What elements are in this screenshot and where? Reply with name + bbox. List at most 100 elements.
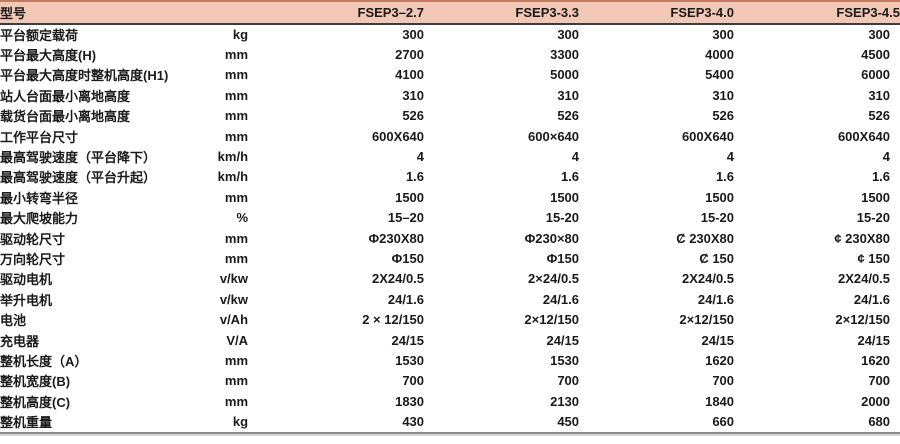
table-row: 工作平台尺寸 mm 600X640 600×640 600X640 600X64… bbox=[0, 126, 900, 146]
spec-label: 整机高度(C) bbox=[0, 394, 71, 410]
spec-unit: mm bbox=[224, 67, 249, 83]
spec-unit: mm bbox=[224, 393, 249, 409]
table-header-row: 型号 FSEP3–2.7 FSEP3-3.3 FSEP3-4.0 FSEP3-4… bbox=[0, 1, 900, 25]
spec-label: 载货台面最小离地高度 bbox=[0, 109, 131, 125]
spec-unit: mm bbox=[224, 250, 249, 266]
spec-value-fsep3-4-5: 2×12/150 bbox=[835, 312, 891, 328]
table-row: 举升电机 v/kw 24/1.6 24/1.6 24/1.6 24/1.6 bbox=[0, 289, 900, 309]
spec-label: 最高驾驶速度（平台降下） bbox=[0, 150, 157, 166]
spec-value-fsep3-3-3: 1530 bbox=[550, 352, 580, 368]
table-row: 平台最大高度时整机高度(H1) mm 4100 5000 5400 6000 bbox=[0, 65, 900, 85]
spec-value-fsep3-3-3: Φ230×80 bbox=[524, 230, 580, 246]
spec-value-fsep3-3-3: 2130 bbox=[550, 393, 580, 409]
spec-label: 站人台面最小离地高度 bbox=[0, 88, 131, 104]
spec-value-fsep3-3-3: 3300 bbox=[550, 47, 580, 63]
spec-value-fsep3-4-0: Ȼ 230X80 bbox=[676, 230, 735, 246]
spec-label: 驱动轮尺寸 bbox=[0, 231, 66, 247]
spec-value-fsep3-2-7: 1830 bbox=[395, 393, 425, 409]
spec-value-fsep3-4-5: 310 bbox=[868, 87, 891, 103]
spec-value-fsep3-4-5: 15-20 bbox=[856, 210, 891, 226]
spec-value-fsep3-4-5: 680 bbox=[868, 414, 891, 430]
spec-table: 型号 FSEP3–2.7 FSEP3-3.3 FSEP3-4.0 FSEP3-4… bbox=[0, 0, 900, 432]
table-row: 最高驾驶速度（平台降下） km/h 4 4 4 4 bbox=[0, 146, 900, 166]
spec-label: 万向轮尺寸 bbox=[0, 251, 66, 267]
spec-label: 最小转弯半径 bbox=[0, 190, 79, 206]
table-row: 最大爬坡能力 % 15–20 15-20 15-20 15-20 bbox=[0, 208, 900, 228]
model-header-fsep3-2-7: FSEP3–2.7 bbox=[248, 1, 425, 25]
spec-value-fsep3-4-0: 1500 bbox=[705, 189, 735, 205]
spec-value-fsep3-2-7: 1530 bbox=[395, 352, 425, 368]
spec-value-fsep3-4-5: 1.6 bbox=[871, 169, 891, 185]
spec-value-fsep3-4-0: 526 bbox=[712, 108, 735, 124]
model-header-fsep3-4-5: FSEP3-4.5 bbox=[734, 1, 900, 25]
spec-unit: mm bbox=[224, 47, 249, 63]
spec-value-fsep3-4-0: 24/15 bbox=[701, 332, 735, 348]
spec-unit: v/Ah bbox=[219, 312, 249, 328]
spec-value-fsep3-3-3: Φ150 bbox=[546, 250, 580, 266]
spec-table-body: 平台额定载荷 kg 300 300 300 300 平台最大高度(H) mm 2… bbox=[0, 24, 900, 432]
spec-value-fsep3-2-7: 2X24/0.5 bbox=[371, 271, 425, 287]
spec-value-fsep3-4-0: 600X640 bbox=[681, 128, 735, 144]
table-row: 站人台面最小离地高度 mm 310 310 310 310 bbox=[0, 85, 900, 105]
spec-value-fsep3-4-5: 1500 bbox=[861, 189, 891, 205]
spec-value-fsep3-4-0: 2X24/0.5 bbox=[681, 271, 735, 287]
spec-value-fsep3-4-0: 5400 bbox=[705, 67, 735, 83]
spec-value-fsep3-2-7: 4 bbox=[416, 149, 425, 165]
spec-value-fsep3-4-5: 4 bbox=[882, 149, 891, 165]
table-row: 平台额定载荷 kg 300 300 300 300 bbox=[0, 24, 900, 44]
table-row: 整机长度（A） mm 1530 1530 1620 1620 bbox=[0, 350, 900, 370]
spec-value-fsep3-4-0: 700 bbox=[712, 373, 735, 389]
spec-unit: % bbox=[236, 210, 249, 226]
spec-value-fsep3-3-3: 2×12/150 bbox=[524, 312, 580, 328]
spec-value-fsep3-3-3: 1.6 bbox=[560, 169, 580, 185]
spec-value-fsep3-3-3: 4 bbox=[571, 149, 580, 165]
table-row: 整机高度(C) mm 1830 2130 1840 2000 bbox=[0, 391, 900, 411]
spec-value-fsep3-4-0: 15-20 bbox=[700, 210, 735, 226]
table-row: 驱动轮尺寸 mm Φ230X80 Φ230×80 Ȼ 230X80 ¢ 230X… bbox=[0, 228, 900, 248]
spec-value-fsep3-4-5: ¢ 230X80 bbox=[834, 230, 891, 246]
spec-unit: kg bbox=[232, 414, 249, 430]
spec-label: 整机长度（A） bbox=[0, 353, 88, 369]
table-row: 载货台面最小离地高度 mm 526 526 526 526 bbox=[0, 106, 900, 126]
table-row: 最高驾驶速度（平台升起） km/h 1.6 1.6 1.6 1.6 bbox=[0, 167, 900, 187]
spec-value-fsep3-4-5: 526 bbox=[868, 108, 891, 124]
spec-label: 电池 bbox=[0, 313, 27, 329]
spec-value-fsep3-4-0: 4000 bbox=[705, 47, 735, 63]
spec-value-fsep3-4-5: 6000 bbox=[861, 67, 891, 83]
spec-label: 驱动电机 bbox=[0, 272, 53, 288]
spec-value-fsep3-4-5: 300 bbox=[868, 27, 891, 43]
spec-value-fsep3-2-7: 2700 bbox=[395, 47, 425, 63]
spec-value-fsep3-4-5: ¢ 150 bbox=[857, 250, 891, 266]
spec-value-fsep3-4-0: 300 bbox=[712, 27, 735, 43]
spec-label: 整机宽度(B) bbox=[0, 374, 71, 390]
spec-value-fsep3-4-0: 1840 bbox=[705, 393, 735, 409]
spec-unit: km/h bbox=[217, 169, 249, 185]
spec-value-fsep3-2-7: 526 bbox=[402, 108, 425, 124]
table-row: 电池 v/Ah 2 × 12/150 2×12/150 2×12/150 2×1… bbox=[0, 309, 900, 329]
spec-value-fsep3-3-3: 300 bbox=[557, 27, 580, 43]
spec-value-fsep3-4-5: 700 bbox=[868, 373, 891, 389]
spec-value-fsep3-2-7: 310 bbox=[402, 87, 425, 103]
spec-value-fsep3-2-7: 4100 bbox=[395, 67, 425, 83]
table-row: 最小转弯半径 mm 1500 1500 1500 1500 bbox=[0, 187, 900, 207]
spec-value-fsep3-4-5: 1620 bbox=[861, 352, 891, 368]
spec-value-fsep3-2-7: 300 bbox=[402, 27, 425, 43]
table-row: 整机宽度(B) mm 700 700 700 700 bbox=[0, 371, 900, 391]
spec-label: 举升电机 bbox=[0, 292, 53, 308]
table-row: 驱动电机 v/kw 2X24/0.5 2×24/0.5 2X24/0.5 2X2… bbox=[0, 269, 900, 289]
spec-value-fsep3-2-7: 700 bbox=[402, 373, 425, 389]
spec-value-fsep3-4-5: 4500 bbox=[861, 47, 891, 63]
spec-value-fsep3-4-0: 2×12/150 bbox=[679, 312, 735, 328]
spec-value-fsep3-4-0: 310 bbox=[712, 87, 735, 103]
spec-value-fsep3-4-5: 2X24/0.5 bbox=[837, 271, 891, 287]
spec-value-fsep3-4-0: 24/1.6 bbox=[697, 291, 735, 307]
spec-unit: mm bbox=[224, 87, 249, 103]
model-column-header: 型号 bbox=[0, 1, 249, 25]
spec-unit: v/kw bbox=[219, 271, 249, 287]
spec-unit: mm bbox=[224, 230, 249, 246]
spec-unit: km/h bbox=[217, 149, 249, 165]
spec-value-fsep3-3-3: 24/15 bbox=[546, 332, 580, 348]
spec-unit: mm bbox=[224, 128, 249, 144]
spec-value-fsep3-2-7: 2 × 12/150 bbox=[362, 312, 425, 328]
spec-value-fsep3-4-5: 24/15 bbox=[857, 332, 891, 348]
